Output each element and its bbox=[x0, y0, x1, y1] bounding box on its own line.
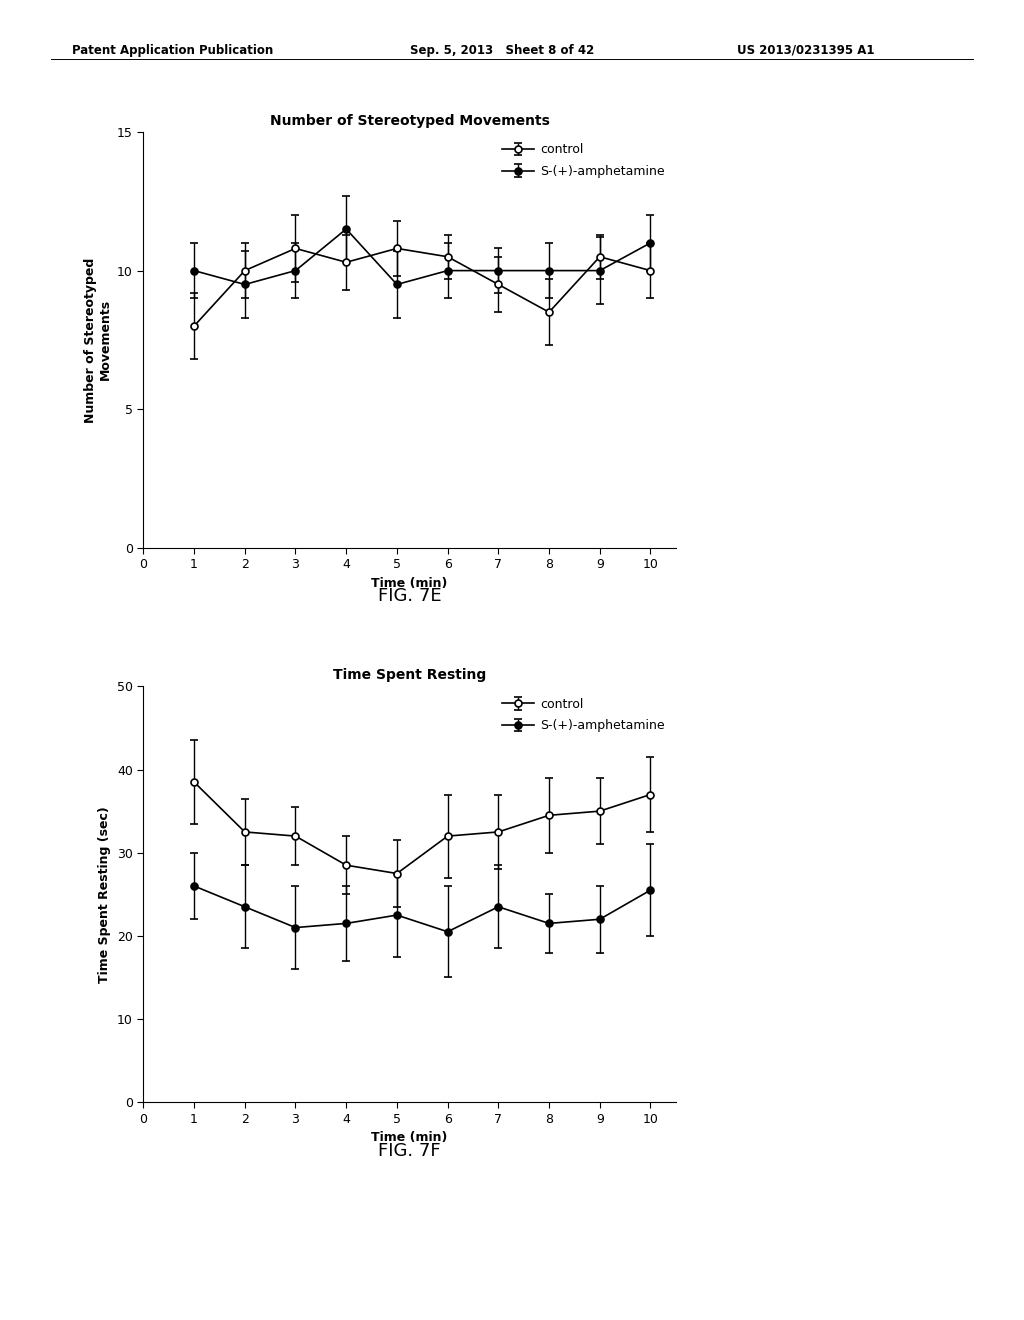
Y-axis label: Number of Stereotyped
Movements: Number of Stereotyped Movements bbox=[84, 257, 112, 422]
Title: Number of Stereotyped Movements: Number of Stereotyped Movements bbox=[269, 114, 550, 128]
Text: FIG. 7F: FIG. 7F bbox=[378, 1142, 441, 1160]
Text: FIG. 7E: FIG. 7E bbox=[378, 587, 441, 606]
Text: Sep. 5, 2013   Sheet 8 of 42: Sep. 5, 2013 Sheet 8 of 42 bbox=[410, 44, 594, 57]
Title: Time Spent Resting: Time Spent Resting bbox=[333, 668, 486, 682]
Legend: control, S-(+)-amphetamine: control, S-(+)-amphetamine bbox=[498, 693, 670, 738]
Text: US 2013/0231395 A1: US 2013/0231395 A1 bbox=[737, 44, 874, 57]
Text: Patent Application Publication: Patent Application Publication bbox=[72, 44, 273, 57]
X-axis label: Time (min): Time (min) bbox=[372, 577, 447, 590]
Y-axis label: Time Spent Resting (sec): Time Spent Resting (sec) bbox=[98, 807, 112, 982]
Legend: control, S-(+)-amphetamine: control, S-(+)-amphetamine bbox=[498, 139, 670, 183]
X-axis label: Time (min): Time (min) bbox=[372, 1131, 447, 1144]
